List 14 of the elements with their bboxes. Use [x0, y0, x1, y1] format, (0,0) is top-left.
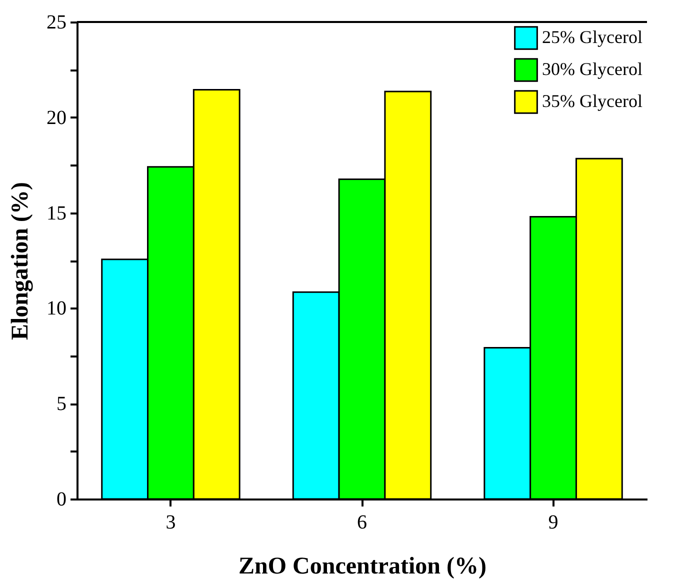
- legend-label: 25% Glycerol: [542, 27, 642, 47]
- y-tick-label: 25: [46, 12, 66, 34]
- x-axis-title: ZnO Concentration (%): [238, 554, 486, 580]
- legend-label: 35% Glycerol: [542, 91, 642, 111]
- x-tick-label: 6: [357, 512, 367, 534]
- x-tick-label: 9: [548, 512, 558, 534]
- y-tick-label: 0: [56, 488, 66, 510]
- y-tick-label: 10: [46, 298, 66, 320]
- x-tick-label: 3: [166, 512, 176, 534]
- legend-label: 30% Glycerol: [542, 59, 642, 79]
- y-axis-title: Elongation (%): [8, 182, 34, 340]
- y-tick-label: 15: [46, 202, 66, 224]
- y-tick-label: 20: [46, 106, 66, 129]
- y-tick-label: 5: [56, 393, 66, 416]
